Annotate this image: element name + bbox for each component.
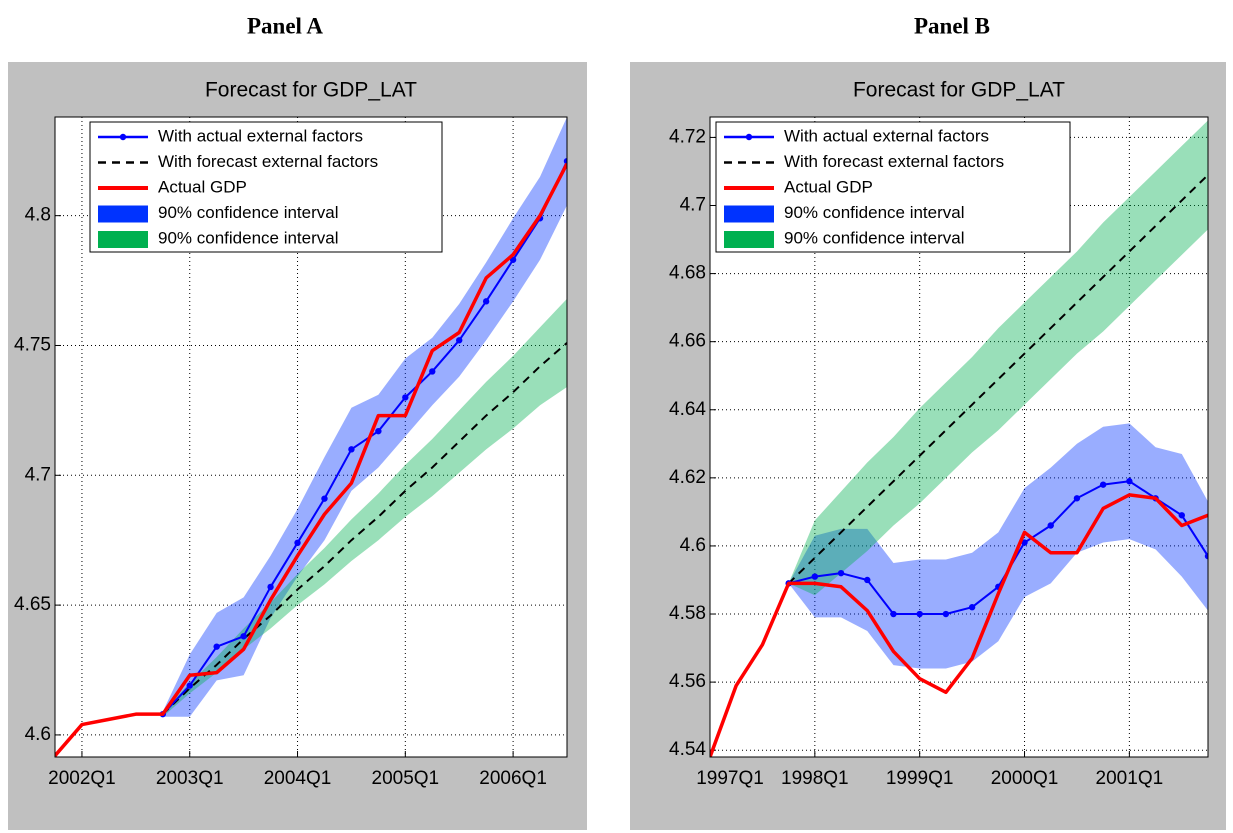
legend-label: 90% confidence interval — [784, 228, 965, 247]
point-marker — [213, 643, 220, 650]
point-marker — [375, 427, 382, 435]
point-marker — [1204, 552, 1208, 560]
point-marker — [916, 610, 923, 618]
point-marker — [240, 633, 247, 640]
y-tick-label: 4.56 — [669, 671, 706, 692]
y-tick-label: 4.72 — [669, 126, 706, 147]
point-marker — [1178, 512, 1185, 519]
point-marker — [429, 368, 436, 375]
point-marker — [294, 539, 301, 547]
legend-swatch — [98, 231, 148, 248]
x-tick-label: 2003Q1 — [156, 768, 224, 789]
point-marker — [563, 157, 567, 165]
point-marker — [942, 610, 950, 618]
x-tick-label: 1999Q1 — [886, 768, 954, 789]
legend-label: With forecast external factors — [158, 152, 378, 171]
y-tick-label: 4.62 — [669, 467, 706, 488]
series-line — [162, 342, 567, 715]
x-tick-label: 2004Q1 — [264, 768, 332, 789]
y-tick-label: 4.6 — [680, 535, 706, 556]
series-line — [710, 493, 1208, 757]
plot-content — [710, 120, 1208, 757]
point-marker — [890, 610, 897, 618]
point-marker — [1021, 539, 1028, 546]
legend-label: With actual external factors — [784, 126, 989, 145]
point-marker — [811, 573, 819, 580]
legend-marker — [745, 133, 753, 141]
legend-label: With actual external factors — [158, 126, 363, 145]
x-tick-label: 2006Q1 — [479, 768, 547, 789]
y-tick-label: 4.58 — [669, 603, 706, 624]
y-tick-label: 4.66 — [669, 331, 706, 352]
panel-title: Panel A — [247, 13, 323, 38]
y-tick-label: 4.8 — [25, 205, 51, 226]
point-marker — [348, 446, 355, 453]
x-tick-label: 1998Q1 — [781, 768, 849, 789]
series-line — [162, 160, 567, 715]
legend-box — [715, 121, 1071, 253]
point-marker — [837, 569, 845, 577]
point-marker — [1047, 522, 1054, 529]
y-tick-label: 4.75 — [14, 334, 51, 355]
chart-title: Forecast for GDP_LAT — [853, 79, 1065, 102]
legend-box — [89, 121, 443, 253]
point-marker — [321, 495, 328, 502]
legend-label: Actual GDP — [158, 177, 247, 196]
y-tick-label: 4.54 — [669, 739, 706, 760]
y-tick-label: 4.65 — [14, 594, 51, 615]
plot-content — [55, 117, 567, 757]
panel: Panel B Forecast for GDP_LAT 4.54 4.56 4.58 4… — [630, 13, 1226, 830]
point-marker — [482, 298, 490, 305]
plot-frame — [54, 116, 568, 758]
legend-swatch — [98, 205, 148, 223]
legend-label: 90% confidence interval — [158, 228, 339, 247]
legend-label: Actual GDP — [784, 177, 873, 196]
confidence-band — [788, 120, 1208, 596]
point-marker — [1126, 478, 1133, 485]
legend-label: 90% confidence interval — [784, 203, 965, 222]
y-tick-label: 4.7 — [25, 464, 51, 485]
point-marker — [1099, 481, 1107, 488]
panel: Panel A Forecast for GDP_LAT 4.6 4.65 4.7 4.7… — [8, 13, 587, 830]
x-tick-label: 2000Q1 — [991, 768, 1059, 789]
x-tick-label: 2002Q1 — [48, 768, 116, 789]
point-marker — [186, 682, 193, 689]
point-marker — [267, 583, 274, 591]
y-tick-label: 4.64 — [669, 399, 706, 420]
point-marker — [968, 604, 976, 611]
legend-marker — [119, 133, 127, 141]
x-tick-label: 1997Q1 — [696, 768, 764, 789]
confidence-band — [162, 117, 567, 717]
y-tick-label: 4.7 — [680, 195, 706, 216]
series-line — [55, 162, 567, 757]
y-tick-label: 4.68 — [669, 263, 706, 284]
y-tick-label: 4.6 — [25, 724, 51, 745]
point-marker — [864, 576, 871, 584]
legend-swatch — [724, 205, 774, 223]
legend-label: 90% confidence interval — [158, 203, 339, 222]
panel-title: Panel B — [914, 13, 990, 38]
plot-frame — [709, 116, 1209, 758]
point-marker — [1073, 495, 1081, 502]
point-marker — [456, 337, 463, 344]
chart-title: Forecast for GDP_LAT — [205, 79, 417, 102]
legend-label: With forecast external factors — [784, 152, 1004, 171]
legend-swatch — [724, 231, 774, 248]
x-tick-label: 2001Q1 — [1096, 768, 1164, 789]
x-tick-label: 2005Q1 — [372, 768, 440, 789]
point-marker — [402, 394, 409, 401]
